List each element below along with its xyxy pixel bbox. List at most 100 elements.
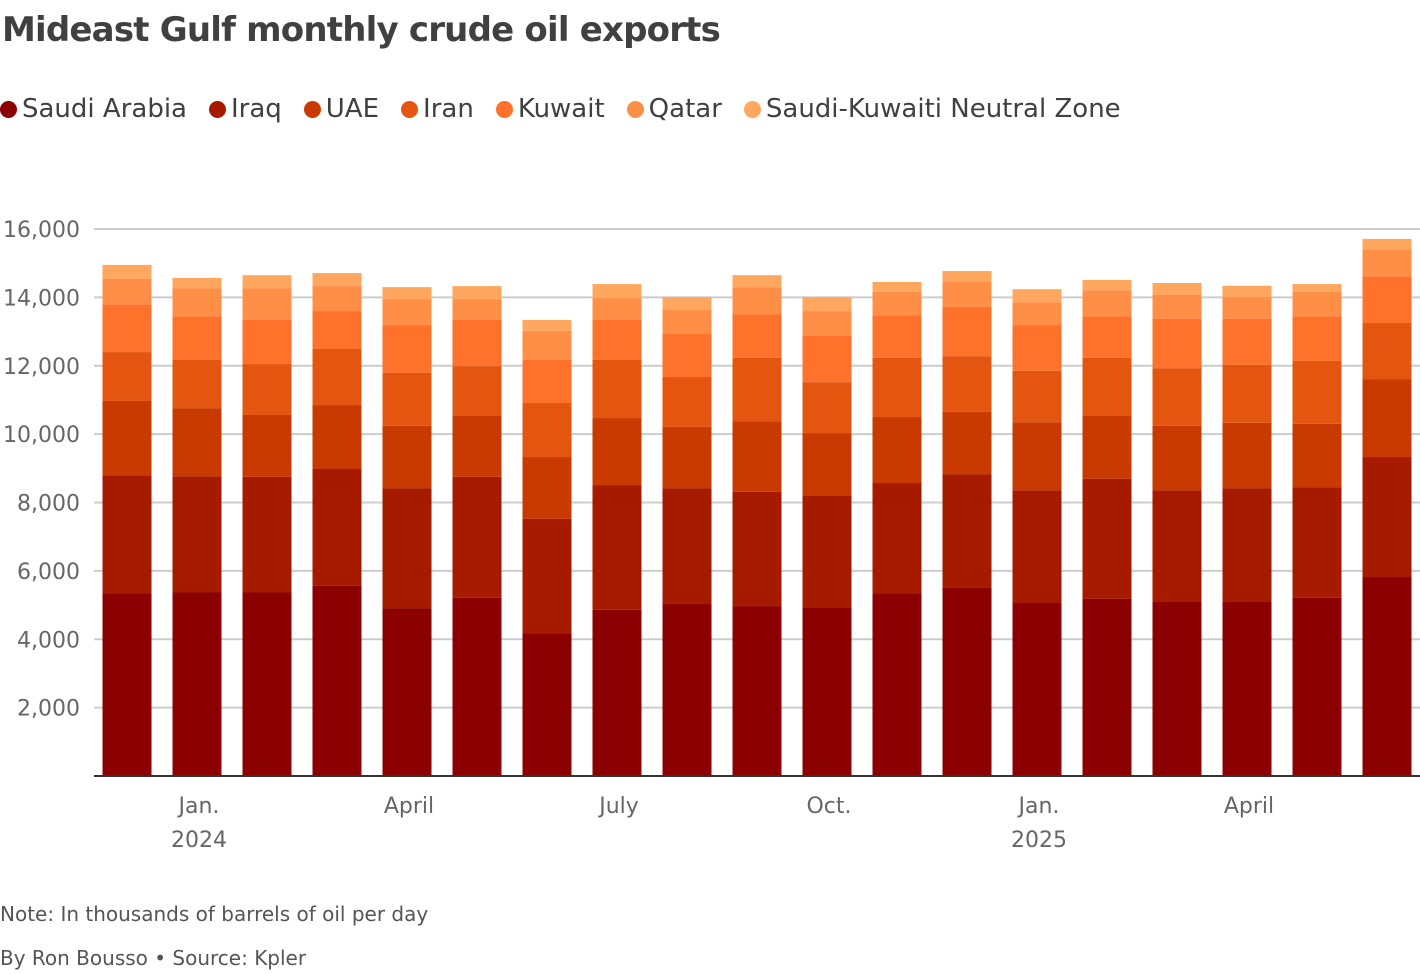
legend-item: Qatar	[626, 94, 722, 124]
bar-segment	[592, 485, 642, 610]
bar-segment	[102, 352, 152, 401]
bar-segment	[102, 593, 152, 776]
bar-segment	[802, 297, 852, 312]
bar-segment	[1012, 490, 1062, 604]
bar-segment	[942, 474, 992, 588]
bar-segment	[1222, 488, 1272, 602]
chart-title: Mideast Gulf monthly crude oil exports	[2, 10, 721, 50]
bar-segment	[732, 357, 782, 422]
bar-segment	[592, 319, 642, 360]
legend-swatch	[743, 100, 761, 118]
bar-segment	[102, 264, 152, 279]
legend-swatch	[303, 100, 321, 118]
bar-segment	[732, 421, 782, 492]
bar-segment	[382, 325, 432, 373]
bar-segment	[172, 476, 222, 593]
legend-item: Kuwait	[495, 94, 605, 124]
bar-segment	[382, 299, 432, 326]
bar-segment	[1292, 284, 1342, 292]
bar-segment	[732, 314, 782, 358]
y-tick-label: 6,000	[17, 560, 80, 585]
bar-segment	[1012, 422, 1062, 491]
y-tick-label: 16,000	[3, 218, 80, 243]
bar-segment	[312, 585, 362, 776]
bar-segment	[872, 417, 922, 484]
bar-segment	[452, 416, 502, 477]
bar-segment	[802, 496, 852, 608]
bar-segment	[1012, 289, 1062, 303]
bar-segment	[1292, 291, 1342, 317]
legend-item: UAE	[303, 94, 379, 124]
x-tick-label: April	[384, 794, 434, 819]
bar-segment	[802, 382, 852, 434]
bar-segment	[522, 518, 572, 634]
bar-segment	[662, 604, 712, 776]
bar-segment	[242, 288, 292, 320]
credit-text: By Ron Bousso • Source: Kpler	[0, 946, 307, 970]
bar-segment	[732, 287, 782, 315]
bar-segment	[242, 364, 292, 415]
bar-segment	[312, 405, 362, 469]
bar-segment	[1362, 249, 1412, 277]
x-tick-label: July	[597, 794, 639, 819]
bar-segment	[732, 275, 782, 288]
bar-segment	[522, 457, 572, 519]
bar-segment	[312, 273, 362, 287]
bar-segment	[172, 277, 222, 289]
bar-segment	[382, 287, 432, 300]
legend-label: Kuwait	[517, 94, 605, 124]
bar-segment	[1082, 279, 1132, 291]
bar-segment	[1222, 364, 1272, 423]
bar-segment	[592, 418, 642, 486]
bar-segment	[102, 475, 152, 594]
legend: Saudi Arabia Iraq UAE Iran Kuwait Qatar Saudi-…	[0, 94, 1121, 124]
bar-segment	[242, 275, 292, 289]
legend-swatch	[495, 100, 513, 118]
bar-segment	[1082, 598, 1132, 776]
bar-segment	[1222, 297, 1272, 319]
bar-segment	[1362, 276, 1412, 324]
bar-segment	[592, 284, 642, 299]
legend-swatch	[208, 100, 226, 118]
bar-segment	[1082, 290, 1132, 317]
y-tick-label: 10,000	[3, 423, 80, 448]
bar-segment	[1362, 457, 1412, 578]
bar-segment	[592, 609, 642, 776]
bar-segment	[1152, 425, 1202, 491]
bar-segment	[872, 593, 922, 776]
bar-segment	[1082, 478, 1132, 599]
bar-segment	[1152, 294, 1202, 319]
bar-segment	[1012, 603, 1062, 776]
bar-segment	[732, 606, 782, 776]
bar-segment	[872, 315, 922, 358]
bar-segment	[242, 476, 292, 593]
bar-segment	[662, 297, 712, 311]
bar-segment	[312, 468, 362, 586]
bar-segment	[1362, 323, 1412, 380]
legend-label: Saudi-Kuwaiti Neutral Zone	[765, 94, 1121, 124]
bar-segment	[312, 286, 362, 312]
bar-segment	[102, 304, 152, 353]
bar-segment	[802, 433, 852, 497]
bar-segment	[1362, 577, 1412, 776]
legend-item: Saudi Arabia	[0, 94, 187, 124]
bar-segment	[1082, 357, 1132, 417]
bar-segment	[102, 400, 152, 476]
bar-segment	[592, 298, 642, 320]
x-tick-year-label: 2025	[1011, 828, 1067, 853]
bar-segment	[452, 319, 502, 367]
bar-segment	[1152, 601, 1202, 776]
bar-segment	[1012, 370, 1062, 423]
bar-segment	[242, 414, 292, 477]
legend-item: Iraq	[208, 94, 282, 124]
y-tick-label: 12,000	[3, 355, 80, 380]
bar-segment	[452, 366, 502, 417]
bar-segment	[942, 587, 992, 776]
bar-segment	[1292, 487, 1342, 598]
bar-segment	[172, 592, 222, 776]
bar-segment	[942, 411, 992, 475]
legend-item: Iran	[401, 94, 474, 124]
bar-segment	[802, 311, 852, 337]
bar-segment	[942, 306, 992, 357]
bar-segment	[872, 357, 922, 418]
